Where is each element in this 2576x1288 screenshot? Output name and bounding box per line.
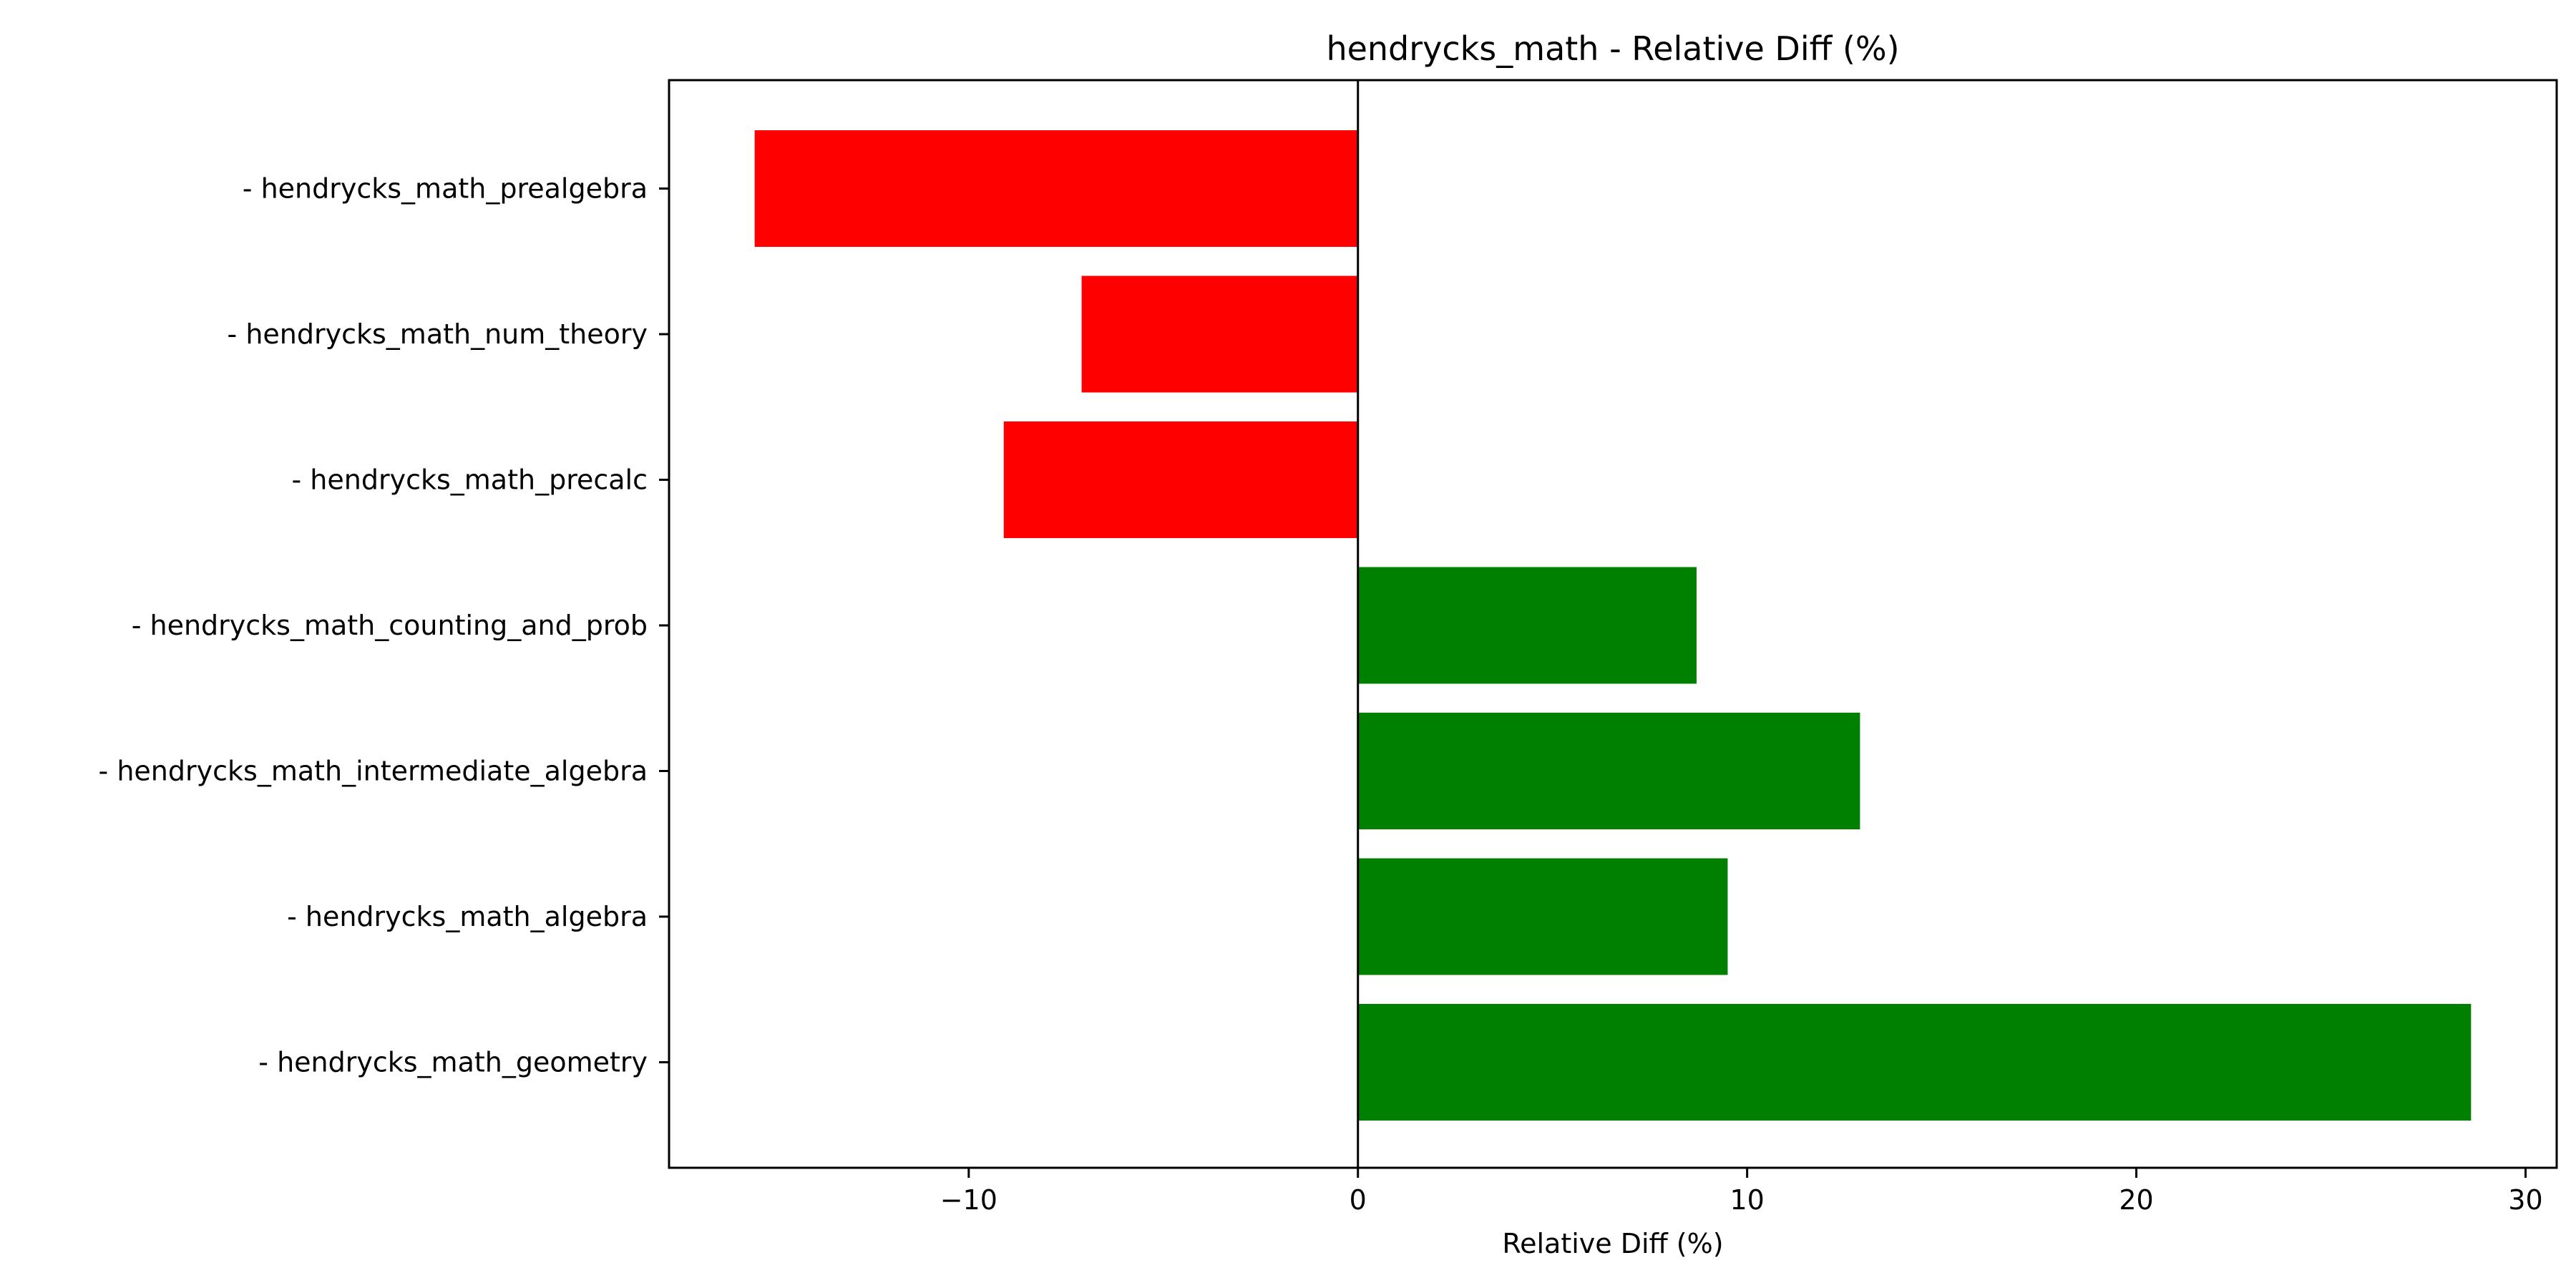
bar (1003, 421, 1358, 538)
x-tick-label: 10 (1729, 1184, 1764, 1216)
y-tick-label: - hendrycks_math_num_theory (228, 318, 648, 350)
bar (754, 130, 1358, 247)
bar (1357, 713, 1860, 829)
y-axis: - hendrycks_math_prealgebra - hendrycks_m… (99, 173, 669, 1078)
y-tick-label: - hendrycks_math_precalc (292, 464, 648, 496)
x-axis: −10 0 10 20 30 (940, 1168, 2543, 1216)
x-axis-title: Relative Diff (%) (1502, 1228, 1723, 1259)
bar (1357, 858, 1728, 975)
chart-title: hendrycks_math - Relative Diff (%) (1326, 29, 1899, 68)
bar (1357, 1004, 2472, 1121)
x-tick-label: 0 (1350, 1184, 1367, 1216)
bars-layer (754, 130, 2472, 1121)
y-tick-label: - hendrycks_math_intermediate_algebra (99, 756, 648, 787)
x-tick-label: 30 (2508, 1184, 2542, 1216)
x-tick-label: 20 (2119, 1184, 2153, 1216)
plot-frame (668, 79, 2558, 1169)
y-tick-label: - hendrycks_math_algebra (287, 901, 648, 932)
x-tick-label: −10 (940, 1184, 997, 1216)
y-tick-label: - hendrycks_math_prealgebra (243, 173, 648, 205)
bar (1357, 567, 1697, 684)
bar (1081, 275, 1358, 393)
y-tick-label: - hendrycks_math_counting_and_prob (132, 610, 648, 641)
y-tick-label: - hendrycks_math_geometry (258, 1047, 648, 1078)
